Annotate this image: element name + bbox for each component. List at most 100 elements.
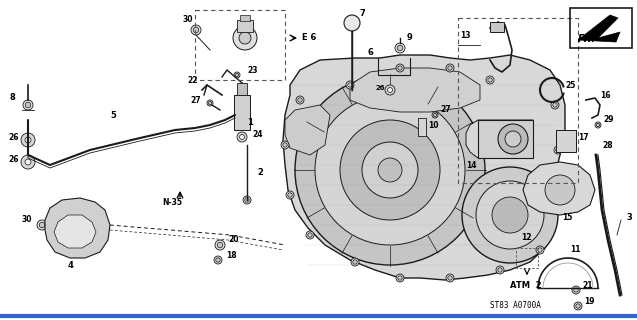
Circle shape: [446, 274, 454, 282]
Text: 21: 21: [582, 281, 592, 290]
Circle shape: [207, 100, 213, 106]
Text: E 6: E 6: [302, 33, 317, 42]
Text: 29: 29: [603, 115, 613, 124]
Text: 26: 26: [8, 155, 18, 164]
Circle shape: [551, 101, 559, 109]
Polygon shape: [54, 215, 96, 248]
Polygon shape: [285, 105, 330, 155]
Circle shape: [296, 96, 304, 104]
Circle shape: [208, 101, 211, 105]
Text: 15: 15: [562, 213, 573, 222]
Text: 19: 19: [584, 297, 594, 306]
Circle shape: [23, 100, 33, 110]
Circle shape: [496, 266, 504, 274]
Text: 30: 30: [22, 215, 32, 224]
Circle shape: [476, 181, 544, 249]
Circle shape: [498, 124, 528, 154]
Circle shape: [396, 274, 404, 282]
Circle shape: [545, 175, 575, 205]
Text: 16: 16: [600, 91, 610, 100]
Circle shape: [39, 222, 45, 228]
Polygon shape: [578, 15, 620, 42]
Bar: [418, 118, 426, 136]
Circle shape: [395, 43, 405, 53]
Circle shape: [240, 134, 245, 140]
Bar: [570, 8, 632, 48]
Circle shape: [21, 155, 35, 169]
Text: FR.: FR.: [578, 34, 596, 44]
Circle shape: [214, 256, 222, 264]
Text: 24: 24: [252, 130, 262, 139]
Circle shape: [288, 193, 292, 197]
Bar: [556, 130, 576, 152]
Bar: [234, 95, 250, 130]
Polygon shape: [466, 120, 533, 158]
Circle shape: [233, 26, 257, 50]
Circle shape: [574, 288, 578, 292]
Circle shape: [397, 45, 403, 51]
Circle shape: [239, 32, 251, 44]
Polygon shape: [283, 55, 565, 280]
Text: 5: 5: [110, 111, 116, 120]
Circle shape: [576, 304, 580, 308]
Circle shape: [25, 102, 31, 108]
Circle shape: [505, 131, 521, 147]
Circle shape: [396, 64, 404, 72]
Text: 6: 6: [368, 48, 374, 57]
Polygon shape: [523, 162, 595, 215]
Circle shape: [346, 81, 354, 89]
Bar: [478, 120, 533, 158]
Text: 2: 2: [257, 168, 263, 177]
Text: 12: 12: [521, 233, 531, 242]
Circle shape: [216, 258, 220, 262]
Circle shape: [536, 246, 544, 254]
Circle shape: [538, 248, 542, 252]
Text: 25: 25: [565, 81, 575, 90]
Circle shape: [295, 75, 485, 265]
Text: 27: 27: [190, 96, 201, 105]
Text: 1: 1: [247, 118, 253, 127]
Circle shape: [340, 120, 440, 220]
Circle shape: [315, 95, 465, 245]
Text: 13: 13: [460, 31, 471, 40]
Circle shape: [306, 231, 314, 239]
Text: 23: 23: [247, 66, 257, 75]
Text: 28: 28: [602, 141, 613, 150]
Circle shape: [353, 260, 357, 264]
Circle shape: [362, 142, 418, 198]
Polygon shape: [350, 68, 480, 112]
Text: ATM  2: ATM 2: [510, 281, 541, 290]
Circle shape: [283, 143, 287, 147]
Circle shape: [596, 123, 599, 127]
Circle shape: [595, 122, 601, 128]
Bar: [195, 10, 285, 80]
Circle shape: [488, 78, 492, 82]
Circle shape: [243, 196, 251, 204]
Circle shape: [217, 242, 223, 248]
Circle shape: [237, 132, 247, 142]
Text: ST83 A0700A: ST83 A0700A: [490, 301, 541, 310]
Circle shape: [486, 76, 494, 84]
Circle shape: [397, 66, 402, 70]
Bar: [458, 18, 578, 183]
Circle shape: [387, 87, 392, 92]
Text: 22: 22: [187, 76, 197, 85]
Text: 11: 11: [570, 245, 580, 254]
Circle shape: [448, 276, 452, 280]
Text: 30: 30: [183, 15, 194, 24]
Circle shape: [448, 66, 452, 70]
Circle shape: [432, 112, 438, 118]
Text: 7: 7: [360, 9, 366, 18]
Circle shape: [551, 196, 559, 204]
Circle shape: [25, 137, 31, 143]
Circle shape: [497, 268, 502, 272]
Circle shape: [433, 113, 436, 117]
Circle shape: [281, 141, 289, 149]
Circle shape: [446, 64, 454, 72]
Circle shape: [378, 158, 402, 182]
Text: 9: 9: [407, 33, 413, 42]
Bar: [237, 20, 253, 32]
Circle shape: [308, 233, 312, 237]
Circle shape: [553, 103, 557, 107]
Text: 20: 20: [228, 235, 238, 244]
